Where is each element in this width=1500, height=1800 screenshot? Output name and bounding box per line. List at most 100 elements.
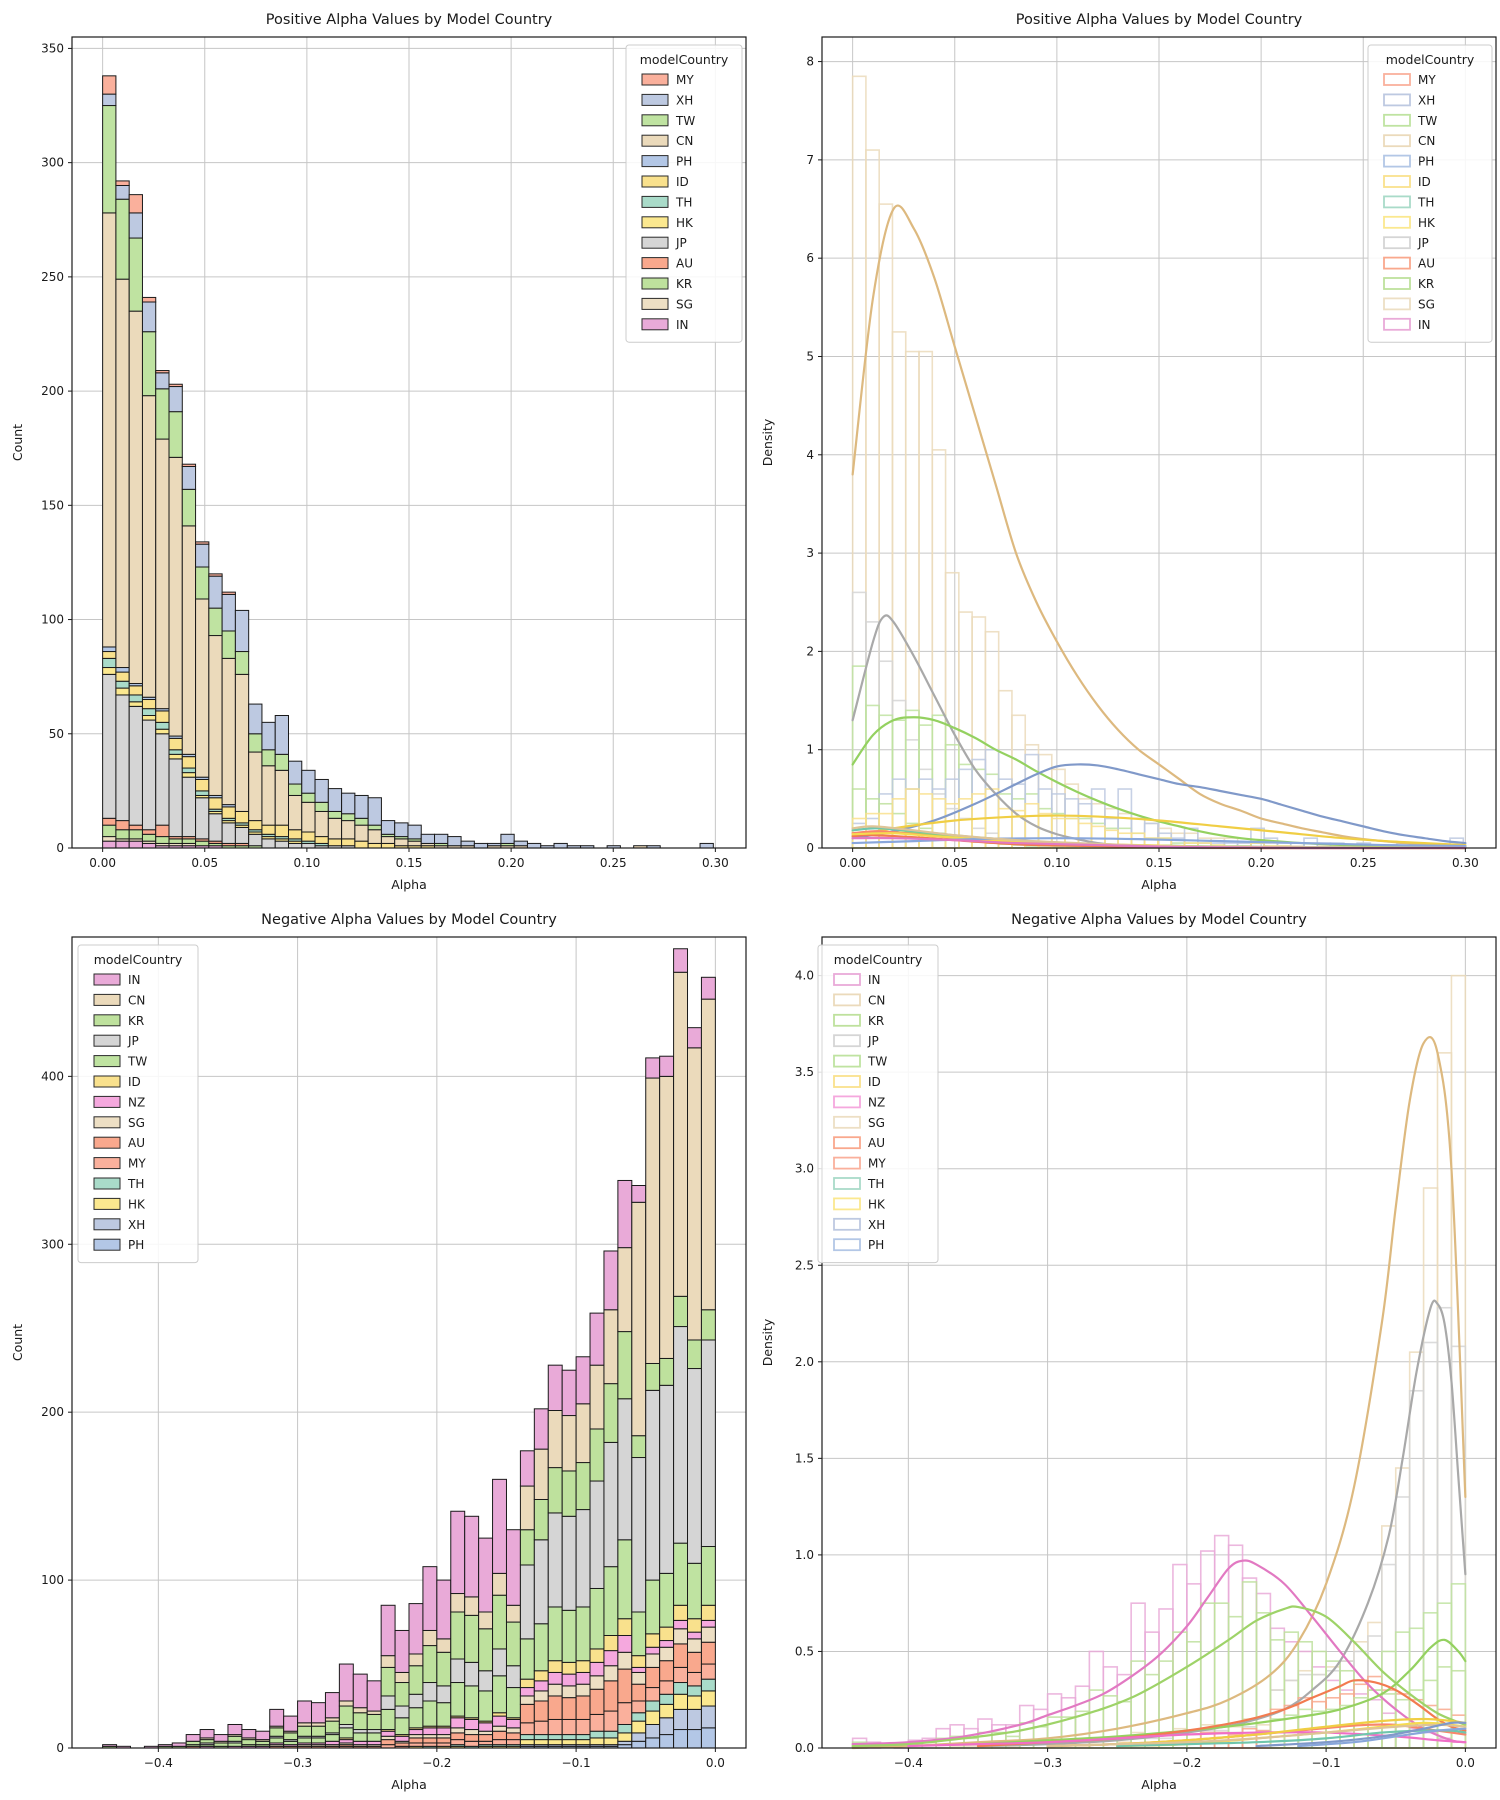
hist-bar-segment-MY [505, 1739, 521, 1746]
hist-bar-segment-AU [589, 1688, 605, 1715]
legend-label-CN: CN [1418, 134, 1435, 148]
hist-bar-segment-TW [354, 817, 369, 826]
hist-bar-segment-AU [408, 1737, 424, 1744]
y-tick-label: 0 [806, 841, 814, 855]
hist-bar-segment-ID [561, 1661, 577, 1675]
legend-label-SG: SG [868, 1116, 885, 1130]
hist-bar-segment-XH [234, 609, 250, 653]
hist-bar-segment-CN [492, 1572, 507, 1596]
y-axis-label: Density [760, 1318, 775, 1366]
hist-bar-segment-CN [354, 824, 369, 842]
hist-bar-segment-CN [155, 438, 170, 710]
hist-bar-segment-CN [195, 598, 210, 778]
chart-negative-density: −0.4 −0.3 −0.2 −0.1 0.0 0.0 0.5 1.0 1.5 2.0 2.5 3.0… [750, 900, 1500, 1800]
hist-bar-segment-MY [436, 1742, 452, 1747]
hist-bar-segment-MY [450, 1739, 466, 1746]
hist-bar-segment-XH [314, 778, 329, 803]
legend-label-KR: KR [868, 1014, 884, 1028]
hist-bar-segment-JP [408, 1693, 424, 1709]
hist-bar-segment-CN [547, 1410, 563, 1469]
y-tick-label: 250 [41, 270, 64, 284]
hist-bar-segment-JP [248, 833, 263, 847]
hist-bar-segment-MY [128, 194, 143, 214]
hist-bar-segment-KR [168, 838, 183, 844]
hist-bar-segment-ID [128, 685, 143, 696]
hist-bar-segment-JP [436, 1685, 452, 1704]
hist-bar-segment-TW [338, 1727, 354, 1739]
hist-bar-segment-XH [687, 1708, 702, 1731]
hist-bar-segment-TH [561, 1734, 577, 1741]
x-tick-label: 0.25 [600, 856, 627, 870]
hist-bar-segment-CN [380, 1655, 396, 1668]
hist-bar-segment-NZ [352, 1740, 368, 1746]
hist-bar-segment-CN [436, 1638, 452, 1653]
hist-bar-segment-IN [297, 1700, 313, 1724]
hist-bar-segment-PH [673, 1729, 689, 1749]
hist-bar-segment-TH [519, 1734, 535, 1741]
hist-bar-segment-IN [102, 840, 117, 849]
legend-swatch-PH [93, 1238, 121, 1251]
axes-spines [71, 936, 747, 1749]
hist-bar-segment-TW [234, 651, 250, 675]
hist-bar-segment-AU [603, 1680, 619, 1712]
hist-bar-segment-KR [311, 1725, 326, 1737]
hist-bar-segment-CN [261, 765, 276, 826]
hist-bar-segment-TH [673, 1682, 689, 1695]
hist-bar-segment-PH [659, 1734, 675, 1749]
hist-bar-segment-ID [234, 810, 250, 824]
x-tick-label: −0.4 [894, 1756, 923, 1770]
y-tick-label: 3 [806, 546, 814, 560]
x-tick-label: 0.00 [839, 856, 866, 870]
hist-bar-segment-TW [631, 1611, 647, 1657]
hist-bar-segment-TW [394, 1717, 410, 1736]
hist-bar-segment-TW [450, 1682, 466, 1717]
hist-bar-segment-NZ [338, 1739, 354, 1744]
x-tick-label: 0.20 [498, 856, 525, 870]
hist-bar-segment-MY [408, 1742, 424, 1747]
hist-bar-segment-AU [575, 1695, 591, 1720]
hist-bar-segment-TH [631, 1712, 647, 1722]
y-axis-label: Density [760, 418, 775, 466]
x-tick-label: 0.0 [706, 1756, 725, 1770]
hist-bar-segment-ID [314, 836, 329, 844]
y-tick-label: 4.0 [795, 969, 814, 983]
hist-bar-segment-XH [617, 1740, 633, 1746]
x-axis-label: Alpha [1141, 877, 1177, 892]
hist-bar-segment-ID [631, 1655, 647, 1668]
hist-bar-segment-JP [261, 838, 276, 849]
legend-swatch-IN [833, 973, 861, 986]
hist-bar-segment-SG [464, 1729, 480, 1736]
hist-bar-segment-KR [687, 1339, 702, 1370]
hist-bar-segment-TW [547, 1606, 563, 1662]
hist-bar-segment-TW [324, 1734, 340, 1742]
hist-bar-segment-TW [519, 1638, 535, 1680]
legend-label-SG: SG [1418, 297, 1435, 311]
hist-bar-segment-JP [700, 1339, 716, 1548]
hist-bar-segment-CN [394, 1671, 410, 1684]
hist-bar-segment-XH [341, 792, 356, 815]
hist-bar-segment-AU [492, 1730, 507, 1741]
hist-bar-segment-TH [102, 657, 117, 669]
hist-bar-segment-MY [221, 591, 236, 595]
hist-bar-segment-JP [645, 1389, 661, 1581]
hist-bar-segment-HK [700, 1690, 716, 1707]
hist-bar-segment-AU [687, 1651, 702, 1673]
hist-bar-segment-TW [380, 1708, 396, 1731]
hist-bar-segment-TW [311, 1737, 326, 1744]
x-tick-label: 0.00 [89, 856, 116, 870]
hist-bar-segment-HK [659, 1703, 675, 1719]
hist-bar-segment-XH [274, 714, 289, 755]
hist-bar-segment-IN [380, 1604, 396, 1657]
hist-bar-segment-JP [141, 719, 157, 831]
hist-bar-segment-CN [221, 657, 236, 806]
hist-bar-segment-IN [394, 1629, 410, 1673]
legend-label-HK: HK [128, 1197, 146, 1211]
hist-bar-segment-HK [533, 1739, 549, 1746]
x-tick-label: 0.10 [1044, 856, 1071, 870]
legend-swatch-XH [1383, 93, 1411, 107]
hist-bar-segment-MY [181, 463, 197, 467]
hist-bar-segment-TH [659, 1693, 675, 1705]
hist-bar-segment-JP [181, 776, 197, 838]
hist-bar-segment-TW [301, 792, 316, 803]
legend-label-AU: AU [1418, 257, 1435, 271]
